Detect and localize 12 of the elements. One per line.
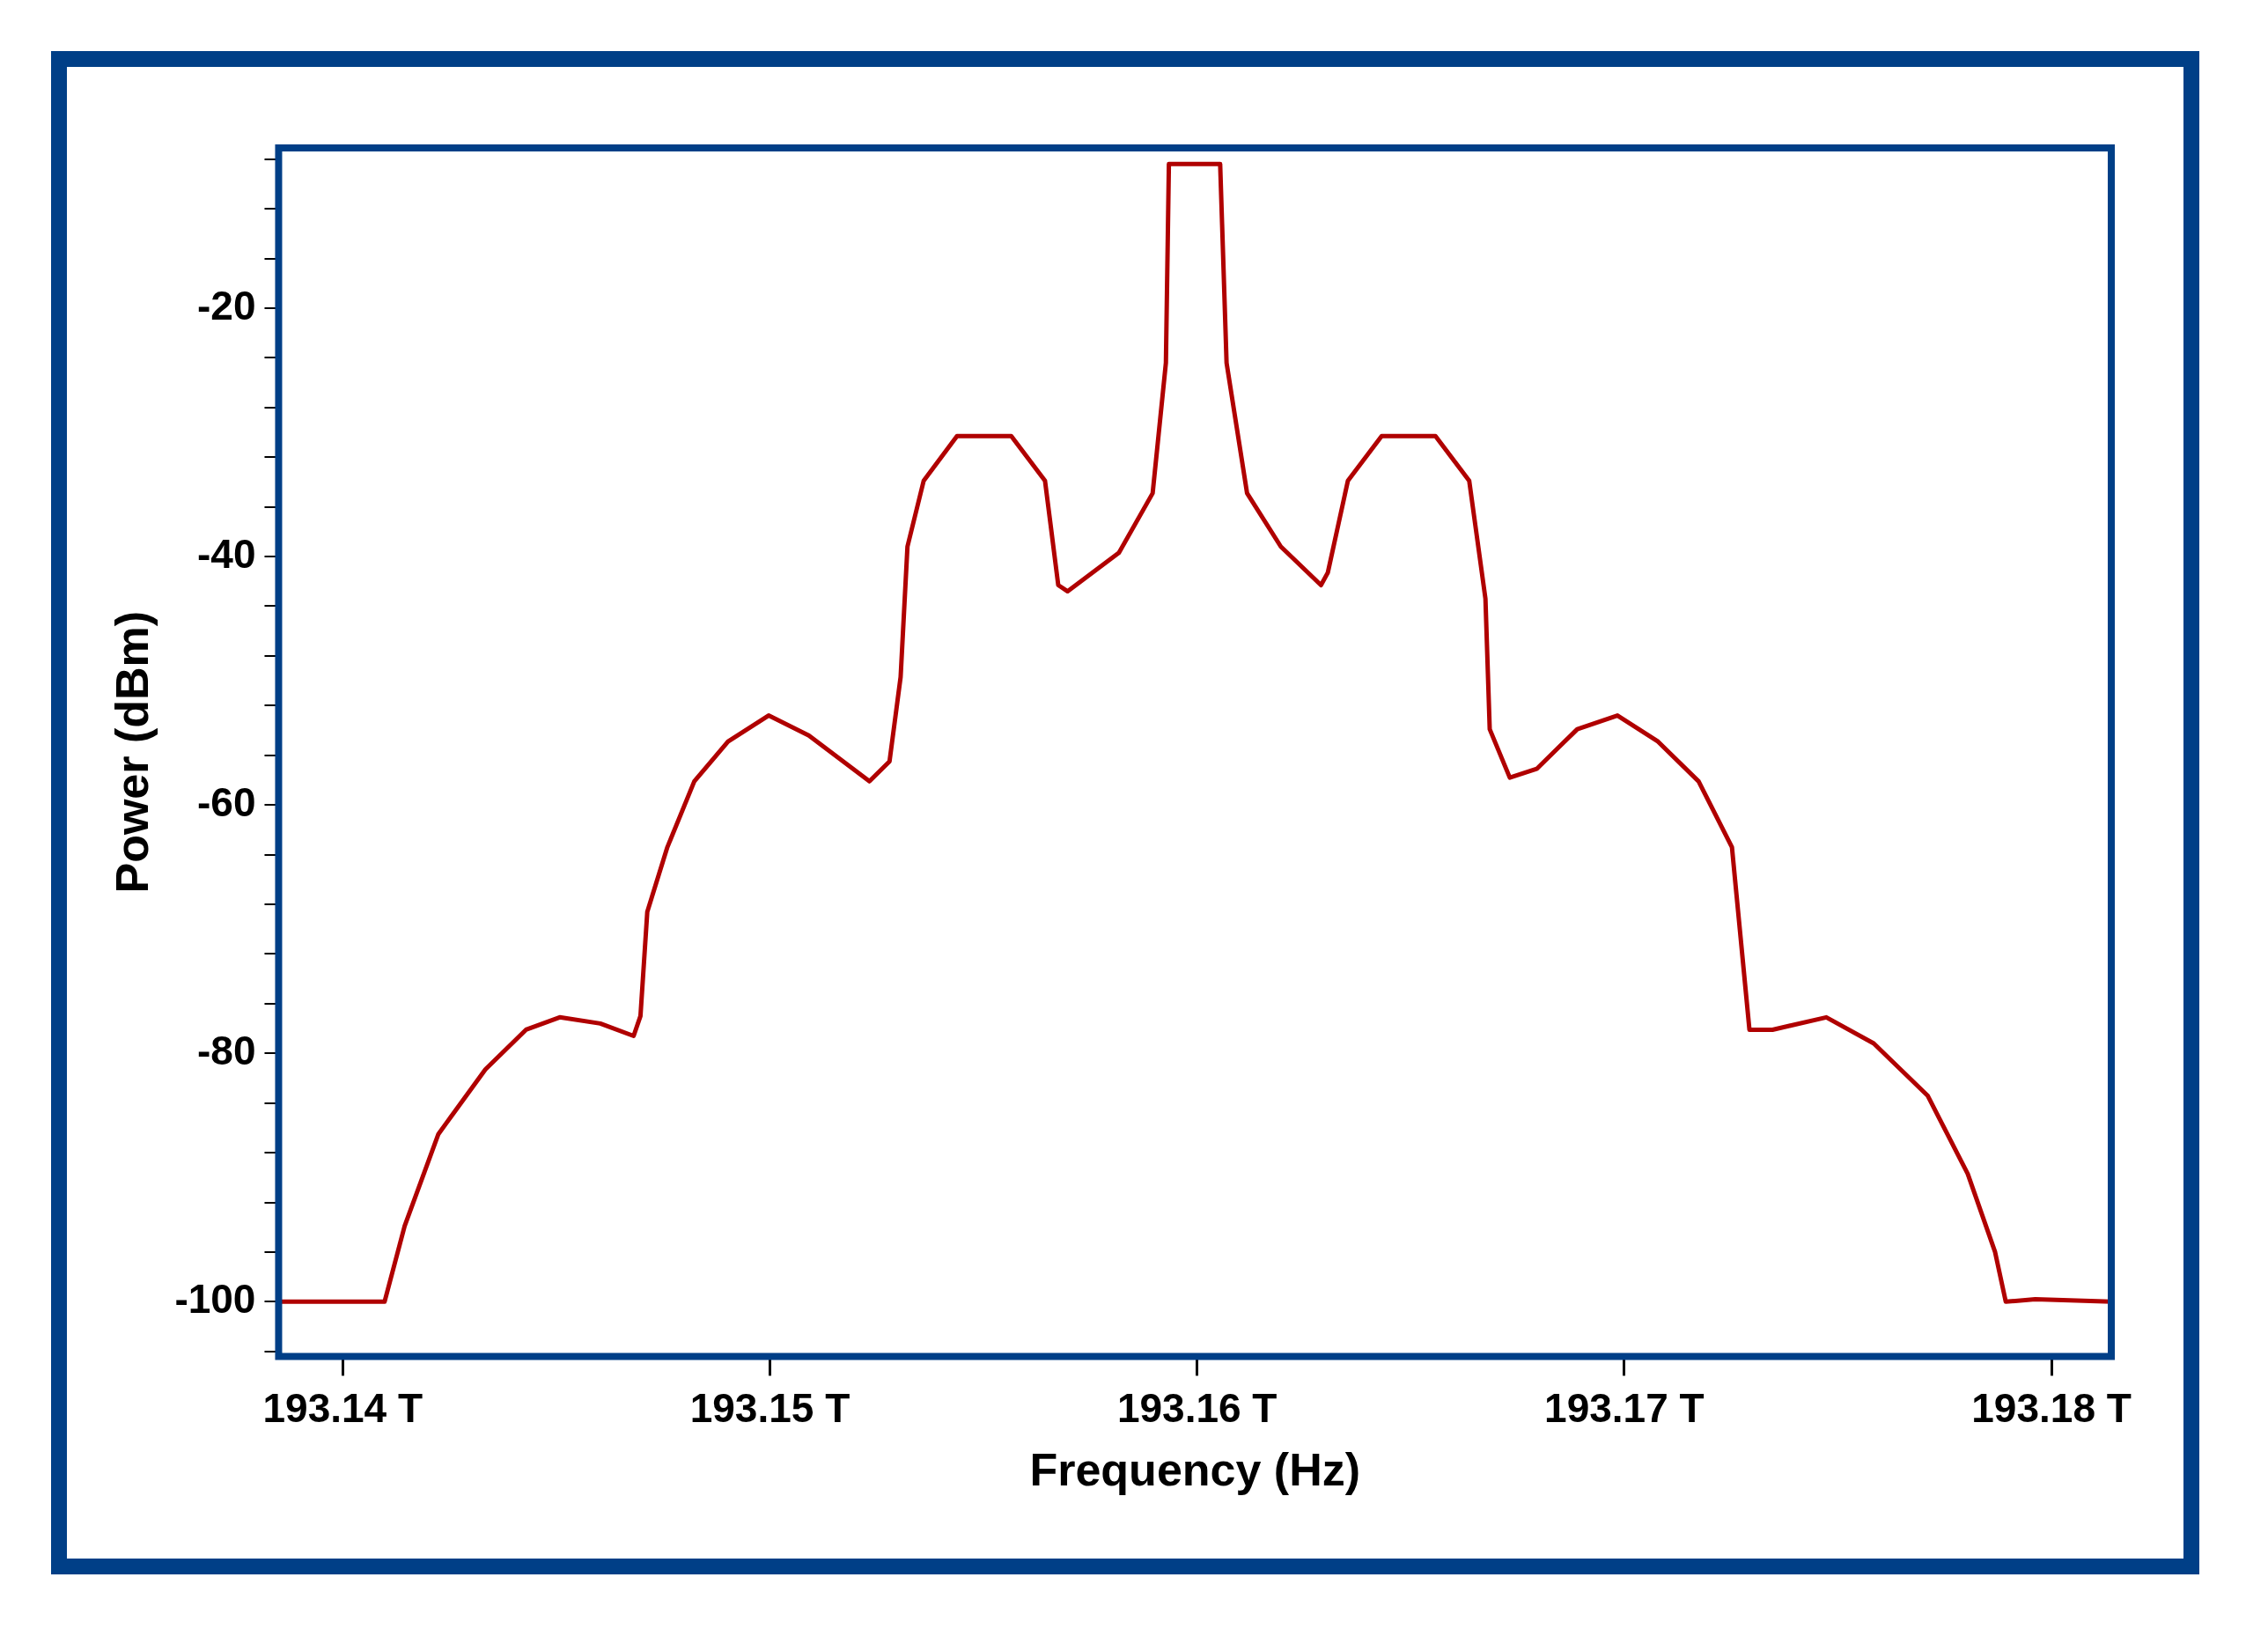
x-tick-label: 193.15 T <box>689 1384 850 1431</box>
x-tick-label: 193.18 T <box>1971 1384 2132 1431</box>
x-tick-label: 193.14 T <box>262 1384 423 1431</box>
y-axis-title: Power (dBm) <box>106 610 158 894</box>
y-tick-label: -100 <box>174 1276 256 1323</box>
y-tick-label: -20 <box>196 282 256 328</box>
y-tick-label: -80 <box>196 1027 256 1073</box>
x-axis-title: Frequency (Hz) <box>1029 1444 1361 1496</box>
x-tick-label: 193.17 T <box>1544 1384 1705 1431</box>
x-tick-label: 193.16 T <box>1116 1384 1278 1431</box>
y-tick-label: -60 <box>196 778 256 825</box>
y-tick-label: -40 <box>196 530 256 577</box>
